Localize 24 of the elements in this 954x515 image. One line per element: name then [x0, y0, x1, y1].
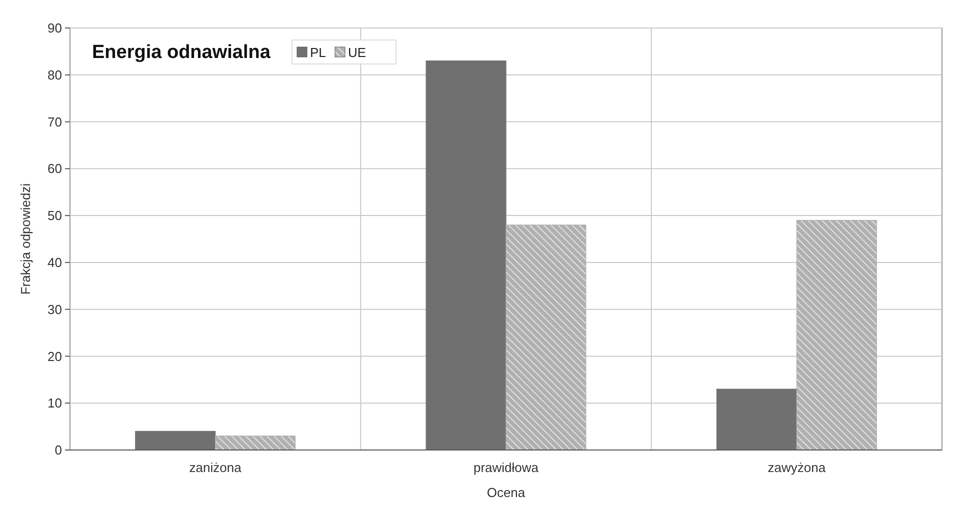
y-tick-label: 60: [48, 161, 62, 176]
y-tick-label: 70: [48, 114, 62, 130]
x-tick-label: zawyżona: [768, 460, 826, 475]
bar: [215, 436, 296, 450]
legend-label: PL: [310, 45, 326, 60]
bar: [506, 224, 586, 450]
legend-label: UE: [348, 45, 366, 60]
y-tick-label: 80: [48, 67, 62, 82]
bar: [135, 430, 216, 450]
bar: [796, 220, 877, 450]
bar: [716, 388, 797, 450]
y-tick-label: 30: [48, 302, 62, 317]
text: Energia odnawialna: [92, 42, 271, 63]
y-tick-label: 0: [54, 442, 62, 458]
bar: [426, 60, 506, 450]
x-tick-label: prawidłowa: [473, 460, 540, 475]
y-axis-title: Frakcja odpowiedzi: [18, 183, 33, 295]
x-axis-title: Ocena: [486, 485, 526, 500]
y-tick-label: 20: [48, 348, 62, 364]
y-tick-label: 50: [48, 208, 62, 224]
y-tick-label: 40: [48, 254, 62, 270]
y-tick-label: 90: [48, 20, 62, 36]
x-tick-label: zaniżona: [189, 460, 242, 475]
y-tick-label: 10: [48, 396, 62, 411]
